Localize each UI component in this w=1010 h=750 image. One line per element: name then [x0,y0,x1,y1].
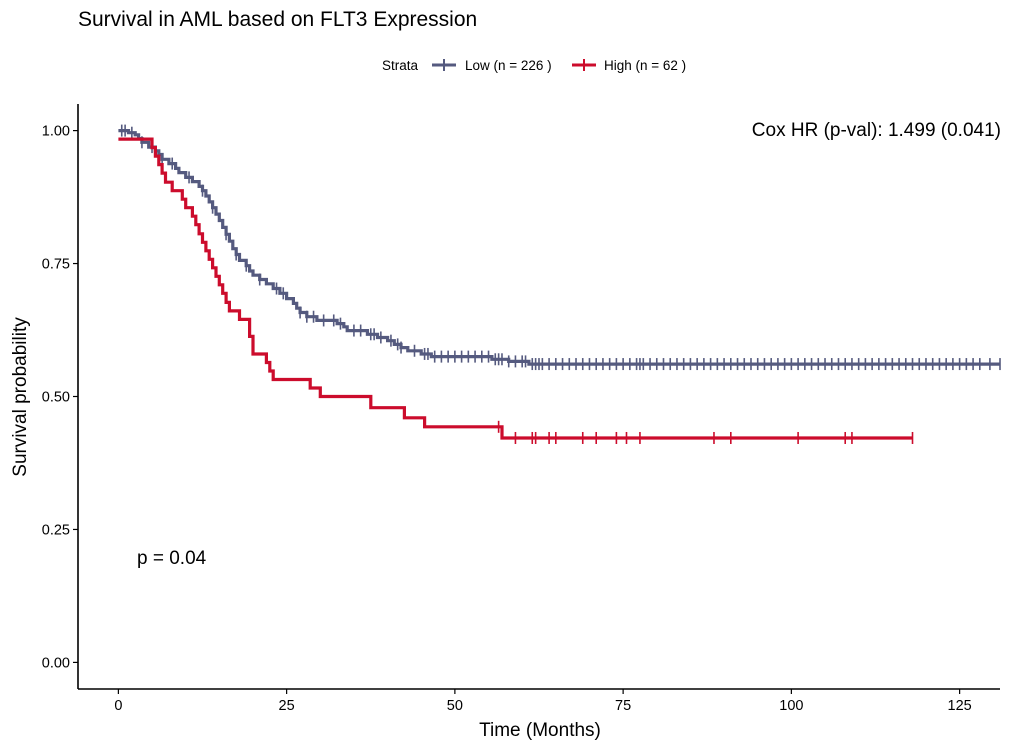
y-tick-label-0: 0.00 [42,655,70,671]
chart-title: Survival in AML based on FLT3 Expression [78,8,477,31]
y-tick-label-4: 1.00 [42,124,70,140]
x-tick-label-0: 0 [114,698,122,714]
legend-label-low: Low (n = 226 ) [465,58,552,73]
x-tick-label-5: 125 [948,698,972,714]
y-tick-label-2: 0.50 [42,390,70,406]
legend-title: Strata [382,58,419,73]
y-axis-title: Survival probability [10,317,31,477]
y-tick-label-1: 0.25 [42,522,70,538]
x-axis-title: Time (Months) [479,720,601,741]
x-tick-label-2: 50 [447,698,463,714]
x-ticks: 0 25 50 75 100 125 [114,689,972,714]
x-tick-label-1: 25 [279,698,295,714]
x-tick-label-3: 75 [615,698,631,714]
cox-hr-annotation: Cox HR (p-val): 1.499 (0.041) [752,120,1001,141]
y-ticks: 0.00 0.25 0.50 0.75 1.00 [42,124,78,671]
p-value-annotation: p = 0.04 [137,548,207,569]
censor-marks-low [120,124,1001,371]
legend-label-high: High (n = 62 ) [604,58,686,73]
survival-curve-high [118,137,913,440]
censor-marks-high [497,420,914,444]
x-tick-label-4: 100 [779,698,803,714]
y-tick-label-3: 0.75 [42,257,70,273]
plot-area [118,124,1001,444]
axes: 0.00 0.25 0.50 0.75 1.00 0 25 50 75 100 125 [42,104,1000,714]
legend: Strata Low (n = 226 ) High (n = 62 ) [382,58,686,73]
